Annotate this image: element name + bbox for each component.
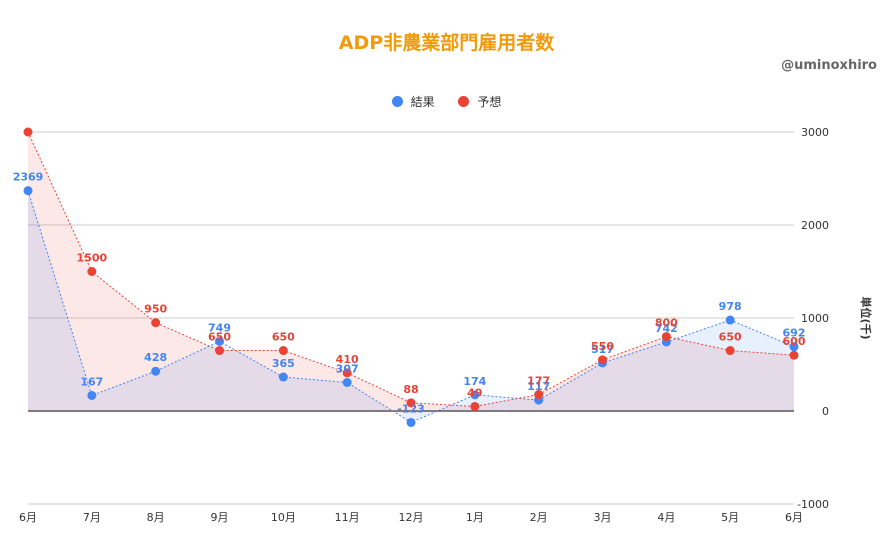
x-tick-label: 12月 [399,511,424,524]
x-tick-label: 8月 [147,511,165,524]
data-label: 174 [463,375,486,388]
data-point [151,318,161,328]
data-point [278,346,288,356]
y-tick-label: 0 [822,405,829,418]
series-area-1 [28,132,794,411]
data-point [342,377,352,387]
data-point [470,390,480,400]
legend-item-forecast[interactable]: 予想 [458,93,501,110]
data-point [598,355,607,365]
x-tick-label: 11月 [335,511,360,524]
data-label: 650 [208,331,231,344]
x-tick-label: 1月 [466,511,484,524]
data-point [23,186,33,196]
data-point [789,350,799,360]
y-tick-label: 3000 [801,126,829,139]
data-label: 517 [591,343,614,356]
data-label: 177 [527,375,550,388]
data-label: -123 [397,402,425,415]
data-label: 410 [336,353,359,366]
x-tick-label: 7月 [83,511,101,524]
y-tick-label: 2000 [801,219,829,232]
data-point [725,346,735,356]
data-point [278,372,288,382]
data-point [215,336,224,346]
data-label: 978 [719,300,742,313]
data-point [87,267,97,276]
legend-marker-forecast [458,96,470,107]
data-label: 428 [144,351,167,364]
data-point [87,390,97,400]
data-point [661,332,671,342]
data-point [406,417,416,427]
legend-label-actual: 結果 [410,95,435,109]
data-point [789,342,799,352]
legend-label-forecast: 予想 [477,95,502,109]
x-tick-label: 6月 [785,511,803,524]
x-tick-label: 4月 [657,511,675,524]
legend-marker-actual [391,96,403,107]
x-tick-label: 5月 [721,511,739,524]
data-label: 650 [272,331,295,344]
chart-title: ADP非農業部門雇用者数 [338,32,555,54]
x-tick-label: 2月 [530,511,548,524]
y-tick-label: -1000 [797,498,829,511]
legend-item-actual[interactable]: 結果 [391,93,435,110]
data-label: 600 [783,335,806,348]
data-label: 117 [527,380,550,393]
data-label: 307 [336,362,359,375]
x-tick-label: 10月 [271,511,296,524]
y-tick-label: 1000 [801,312,829,325]
data-label: 1500 [77,252,108,265]
data-label: 167 [80,375,103,388]
data-point [406,398,416,408]
data-label: 742 [655,322,678,335]
data-point [151,366,161,376]
data-label: 88 [403,383,418,396]
x-tick-label: 3月 [594,511,612,524]
data-label: 692 [783,327,806,340]
data-label: 365 [272,357,295,370]
data-point [470,401,480,411]
data-label: 800 [655,317,678,330]
data-label: 550 [591,340,614,353]
y-axis-label: 単位(千) [859,296,873,339]
data-label: 749 [208,321,231,334]
data-point [725,315,735,325]
data-label: 2369 [13,171,44,184]
watermark: @uminoxhiro [781,58,877,73]
data-label: 49 [467,386,482,399]
x-tick-label: 6月 [19,511,37,524]
x-tick-label: 9月 [211,511,229,524]
data-point [342,368,352,378]
data-label: 650 [719,331,742,344]
legend: 結果 予想 [0,93,893,110]
data-point [215,346,224,356]
data-label: 950 [144,303,167,316]
data-point [534,390,544,400]
data-point [23,127,33,137]
